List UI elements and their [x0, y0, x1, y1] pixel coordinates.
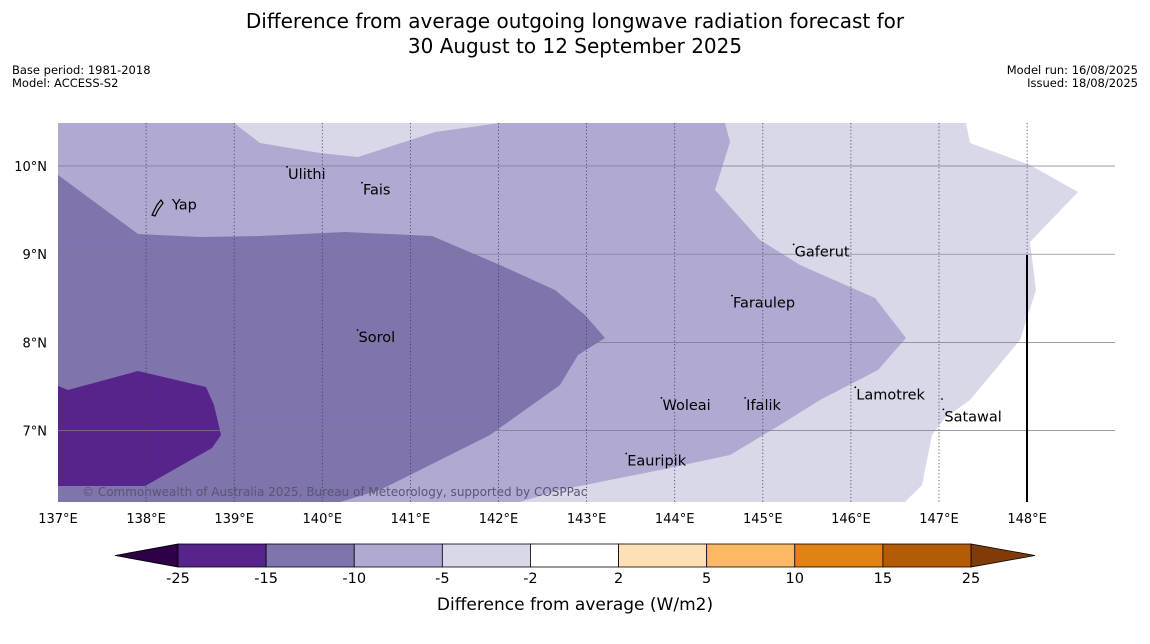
colorbar-title: Difference from average (W/m2)	[437, 595, 713, 615]
island-dot	[744, 397, 747, 399]
lon-tick-label: 142°E	[479, 512, 519, 527]
issued-date: Issued: 18/08/2025	[1027, 76, 1138, 90]
place-label-ulithi: Ulithi	[288, 167, 326, 183]
colorbar-swatch	[882, 543, 972, 568]
lon-tick-label: 140°E	[303, 512, 343, 527]
colorbar-tick-label: 2	[614, 571, 623, 587]
island-dot	[286, 165, 288, 168]
title-line-1: Difference from average outgoing longwav…	[245, 9, 905, 33]
island-dot	[361, 181, 363, 184]
lon-tick-label: 146°E	[831, 512, 871, 527]
place-label-fais: Fais	[363, 183, 390, 199]
yap-island-icon	[151, 198, 164, 217]
lon-tick-label: 143°E	[567, 512, 607, 527]
lat-tick-label: 8°N	[23, 336, 48, 351]
place-label-ifalik: Ifalik	[746, 398, 781, 414]
title-line-2: 30 August to 12 September 2025	[407, 34, 743, 58]
model-run: Model run: 16/08/2025	[1006, 63, 1138, 77]
colorbar-tick-label: -15	[254, 571, 278, 587]
colorbar: -25 -15 -10 -5 -2 2 5 10 15 25	[114, 543, 1036, 587]
colorbar-tick-label: 10	[786, 571, 804, 587]
place-label-gaferut: Gaferut	[795, 244, 850, 260]
colorbar-swatch	[530, 543, 619, 568]
island-dot	[942, 408, 945, 411]
lon-tick-label: 139°E	[214, 512, 254, 527]
place-label-eauripik: Eauripik	[627, 453, 686, 469]
place-label-sorol: Sorol	[359, 330, 396, 346]
lon-tick-label: 145°E	[743, 512, 783, 527]
island-dot	[731, 294, 733, 297]
colorbar-swatch	[706, 543, 796, 568]
island-markers	[151, 165, 945, 455]
model-name: Model: ACCESS-S2	[12, 76, 119, 90]
place-label-lamotrek: Lamotrek	[856, 387, 925, 403]
colorbar-tick-label: -25	[166, 571, 190, 587]
chart-title: Difference from average outgoing longwav…	[0, 9, 1150, 59]
colorbar-swatch	[177, 543, 267, 568]
lon-tick-label: 137°E	[38, 512, 78, 527]
place-labels: Yap Ulithi Fais Gaferut Faraulep Sorol Woleai I…	[171, 167, 1002, 470]
island-dot	[941, 398, 943, 400]
lon-tick-label: 138°E	[126, 512, 166, 527]
meta-right: Model run: 16/08/2025 Issued: 18/08/2025	[1007, 64, 1138, 90]
colorbar-over-arrow	[970, 543, 1036, 568]
colorbar-swatch	[265, 543, 355, 568]
copyright-text: © Commonwealth of Australia 2025, Bureau…	[82, 485, 587, 499]
island-dot	[854, 386, 857, 389]
colorbar-tick-label: -5	[435, 571, 449, 587]
map-area: © Commonwealth of Australia 2025, Bureau…	[58, 123, 1115, 502]
island-dot	[660, 397, 663, 399]
colorbar-swatch	[353, 543, 443, 568]
island-dot	[356, 329, 359, 331]
lat-tick-label: 9°N	[23, 248, 48, 263]
island-dot	[792, 243, 795, 246]
colorbar-swatch	[441, 543, 531, 568]
place-label-yap: Yap	[171, 198, 197, 214]
place-label-woleai: Woleai	[662, 398, 710, 414]
colorbar-tick-label: 25	[962, 571, 980, 587]
colorbar-tick-label: 5	[702, 571, 711, 587]
meta-left: Base period: 1981-2018 Model: ACCESS-S2	[12, 64, 151, 90]
colorbar-swatch	[618, 543, 708, 568]
colorbar-tick-label: 15	[874, 571, 892, 587]
zone-minus15-to-minus25	[58, 371, 221, 486]
lat-tick-label: 10°N	[14, 160, 47, 175]
axis-tick-labels: 137°E 138°E 139°E 140°E 141°E 142°E 143°E 144°E…	[14, 160, 1047, 527]
lon-tick-label: 144°E	[655, 512, 695, 527]
gridlines	[58, 123, 1115, 502]
base-period: Base period: 1981-2018	[12, 63, 151, 77]
island-dot	[625, 452, 628, 455]
lon-tick-label: 147°E	[919, 512, 959, 527]
lon-tick-label: 141°E	[391, 512, 431, 527]
colorbar-under-arrow	[114, 543, 179, 568]
colorbar-tick-label: -2	[523, 571, 537, 587]
colorbar-swatch	[794, 543, 884, 568]
colorbar-tick-label: -10	[342, 571, 366, 587]
place-label-faraulep: Faraulep	[733, 296, 795, 312]
place-label-satawal: Satawal	[944, 409, 1001, 425]
lat-tick-label: 7°N	[23, 425, 48, 440]
lon-tick-label: 148°E	[1007, 512, 1047, 527]
